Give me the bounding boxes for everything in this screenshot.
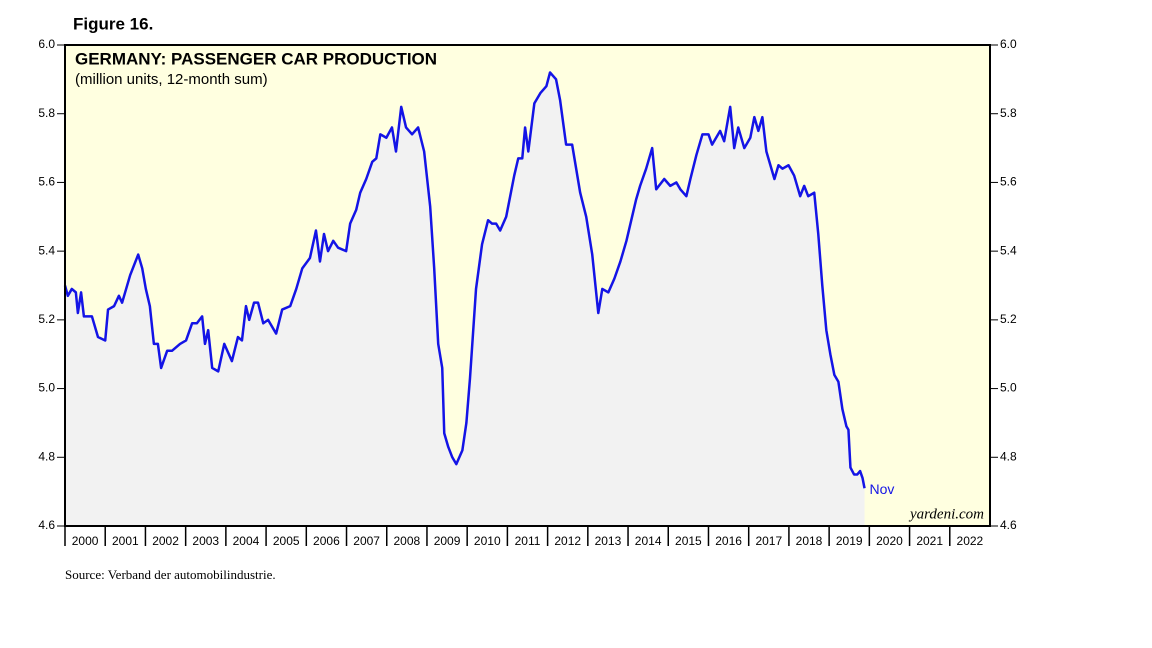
y2-tick-label: 5.2 [1000,312,1017,326]
plot-area: Nov 2000 2001 2002 2003 2004 2005 2006 2007 2008 2… [38,37,1017,548]
y-tick-label: 4.6 [38,518,55,532]
x-tick-label: 2022 [957,534,984,548]
y2-tick-label: 5.0 [1000,381,1017,395]
x-tick-label: 2017 [755,534,782,548]
figure-label: Figure 16. [73,14,153,33]
x-tick-label: 2003 [192,534,219,548]
x-tick-label: 2004 [233,534,260,548]
area-fill [65,72,865,526]
line-series [63,71,866,489]
y-tick-label: 5.6 [38,175,55,189]
y2-tick-label: 4.6 [1000,518,1017,532]
chart-title: GERMANY: PASSENGER CAR PRODUCTION [75,49,437,68]
x-tick-label: 2011 [515,534,541,548]
x-tick-label: 2021 [916,534,943,548]
x-tick-label: 2009 [434,534,461,548]
x-tick-label: 2019 [836,534,863,548]
x-tick-label: 2010 [474,534,501,548]
x-tick-label: 2006 [313,534,340,548]
y-tick-label: 5.0 [38,381,55,395]
x-tick-label: 2015 [675,534,702,548]
chart-subtitle: (million units, 12-month sum) [75,71,268,88]
x-tick-label: 2012 [554,534,581,548]
x-tick-label: 2020 [876,534,903,548]
y-tick-label: 5.2 [38,312,55,326]
x-tick-label: 2014 [635,534,662,548]
x-tick-label: 2016 [715,534,742,548]
x-tick-label: 2007 [353,534,380,548]
x-tick-label: 2000 [72,534,99,548]
y2-tick-label: 4.8 [1000,449,1017,463]
x-tick-label: 2005 [273,534,300,548]
y2-tick-label: 5.8 [1000,106,1017,120]
watermark: yardeni.com [908,506,984,522]
y2-tick-label: 6.0 [1000,37,1017,51]
x-tick-label: 2001 [112,534,139,548]
y-tick-label: 5.4 [38,243,55,257]
y-tick-label: 4.8 [38,449,55,463]
x-tick-label: 2008 [393,534,420,548]
plot-border [64,44,991,527]
source-note: Source: Verband der automobilindustrie. [65,567,276,582]
y-tick-label: 5.8 [38,106,55,120]
x-tick-label: 2018 [796,534,823,548]
y2-tick-label: 5.4 [1000,243,1017,257]
annotation: Nov [870,481,895,497]
y2-tick-label: 5.6 [1000,175,1017,189]
x-tick-label: 2002 [152,534,179,548]
x-tick-label: 2013 [595,534,622,548]
y-tick-label: 6.0 [38,37,55,51]
